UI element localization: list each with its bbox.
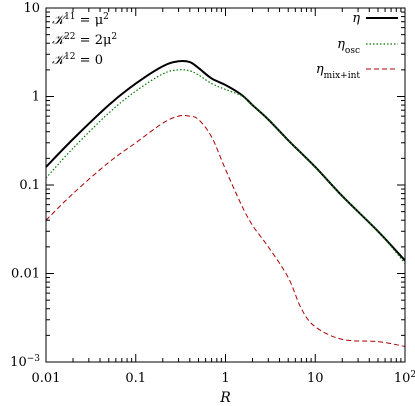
y-tick-label: 0.01 — [11, 267, 40, 282]
x-axis-label: R — [219, 390, 231, 406]
legend-entry-label: ηmix+int — [316, 62, 361, 81]
x-tick-label: 0.1 — [125, 371, 146, 386]
y-tick-label: 10−3 — [10, 354, 40, 370]
y-tick-label: 10 — [23, 1, 40, 16]
legend-entry-label: η — [352, 11, 360, 26]
x-tick-label: 0.01 — [32, 371, 61, 386]
parameter-annotation: 𝒦11 = μ2 𝒦22 = 2μ2 𝒦12 = 0 — [52, 12, 117, 68]
y-tick-label: 0.1 — [19, 178, 40, 193]
series-line-osc — [45, 69, 406, 264]
series-line-eta — [45, 59, 406, 262]
annotation-line: 𝒦11 = μ2 — [52, 12, 109, 28]
plot-lines — [45, 59, 406, 347]
legend-entry-label: ηosc — [337, 37, 360, 56]
x-tick-label: 1 — [221, 371, 229, 386]
x-tick-label: 10 — [307, 371, 324, 386]
annotation-line: 𝒦22 = 2μ2 — [52, 32, 117, 48]
x-tick-label: 102 — [394, 370, 415, 386]
annotation-line: 𝒦12 = 0 — [52, 52, 103, 68]
y-tick-label: 1 — [32, 90, 40, 105]
legend: η ηosc ηmix+int — [316, 11, 398, 81]
